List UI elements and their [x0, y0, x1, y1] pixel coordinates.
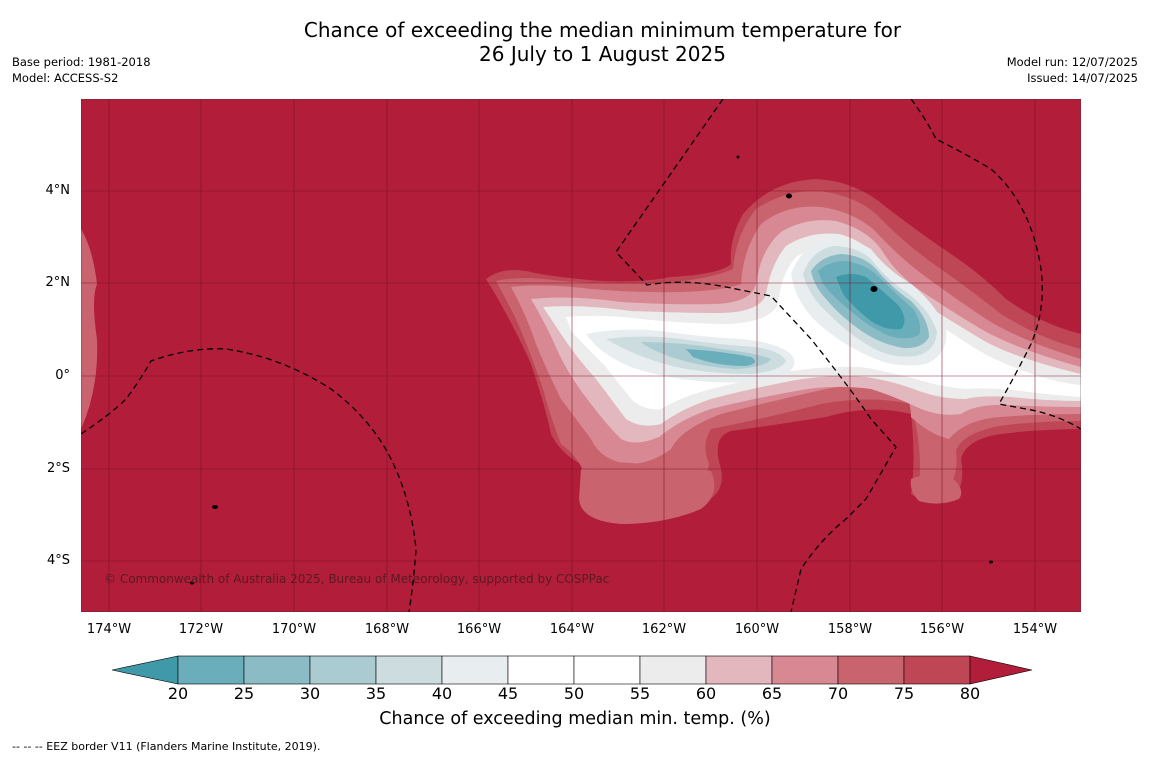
colorbar-tick: 55: [629, 684, 651, 703]
contour-70-left: [81, 229, 98, 429]
issued-date: Issued: 14/07/2025: [1027, 71, 1138, 85]
x-tick-label: 170°W: [271, 622, 317, 637]
copyright-notice: © Commonwealth of Australia 2025, Bureau…: [104, 572, 610, 586]
x-tick-label: 168°W: [364, 622, 410, 637]
colorbar-segment: [771, 655, 839, 685]
colorbar-tick: 20: [167, 684, 189, 703]
y-tick-label: 2°S: [46, 461, 70, 476]
island: [190, 581, 194, 585]
x-tick-label: 154°W: [1012, 622, 1058, 637]
colorbar-tick: 60: [695, 684, 717, 703]
x-tick-label: 172°W: [178, 622, 224, 637]
colorbar-title: Chance of exceeding median min. temp. (%…: [379, 709, 771, 729]
colorbar-tick: 45: [497, 684, 519, 703]
base-period: Base period: 1981-2018: [12, 55, 151, 69]
contour-20-east: [836, 274, 905, 330]
colorbar-segment: [177, 655, 245, 685]
x-tick-label: 158°W: [827, 622, 873, 637]
metadata-left: Base period: 1981-2018 Model: ACCESS-S2: [12, 54, 151, 86]
colorbar-segment: [639, 655, 707, 685]
colorbar: [112, 655, 1033, 685]
colorbar-extend-low: [112, 655, 179, 685]
colorbar-segment: [837, 655, 905, 685]
model-run: Model run: 12/07/2025: [1006, 55, 1138, 69]
title-line-1: Chance of exceeding the median minimum t…: [303, 18, 902, 42]
colorbar-tick: 65: [761, 684, 783, 703]
contour-70-southeast: [910, 474, 962, 504]
islands: [190, 155, 993, 585]
colorbar-tick: 40: [431, 684, 453, 703]
title-line-2: 26 July to 1 August 2025: [479, 42, 726, 66]
eez-footnote: -- -- -- EEZ border V11 (Flanders Marine…: [12, 740, 321, 753]
colorbar-tick: 75: [893, 684, 915, 703]
colorbar-segment: [309, 655, 377, 685]
x-tick-label: 166°W: [456, 622, 502, 637]
island: [212, 505, 218, 509]
colorbar-segment: [375, 655, 443, 685]
eez-border-west: [81, 348, 417, 612]
x-tick-label: 164°W: [549, 622, 595, 637]
map-title: Chance of exceeding the median minimum t…: [0, 18, 1150, 66]
x-tick-label: 174°W: [86, 622, 132, 637]
island: [989, 560, 993, 564]
island: [786, 193, 792, 199]
colorbar-extend-high: [969, 655, 1033, 685]
eez-border-northeast: [910, 99, 1081, 430]
colorbar-tick: 50: [563, 684, 585, 703]
y-tick-label: 4°N: [45, 183, 71, 198]
colorbar-tick: 70: [827, 684, 849, 703]
x-tick-label: 156°W: [919, 622, 965, 637]
x-tick-label: 162°W: [641, 622, 687, 637]
y-tick-label: 2°N: [45, 275, 71, 290]
metadata-right: Model run: 12/07/2025 Issued: 14/07/2025: [1007, 54, 1138, 86]
x-tick-label: 160°W: [734, 622, 780, 637]
eez-borders: [81, 99, 1081, 612]
graticule: [81, 99, 1081, 612]
colorbar-tick: 35: [365, 684, 387, 703]
island: [736, 155, 740, 159]
colorbar-segment: [705, 655, 773, 685]
colorbar-segment: [441, 655, 509, 685]
colorbar-segment: [243, 655, 311, 685]
colorbar-tick: 80: [959, 684, 981, 703]
contour-25-west: [686, 349, 755, 366]
colorbar-segment: [573, 655, 641, 685]
colorbar-tick: 25: [233, 684, 255, 703]
colorbar-segment: [507, 655, 575, 685]
contour-70-south: [579, 462, 715, 524]
model-name: Model: ACCESS-S2: [12, 71, 119, 85]
y-tick-label: 4°S: [46, 553, 70, 568]
colorbar-tick: 30: [299, 684, 321, 703]
island: [870, 286, 878, 292]
colorbar-segment: [903, 655, 971, 685]
probability-map: [81, 99, 1081, 612]
y-tick-label: 0°: [55, 368, 70, 383]
